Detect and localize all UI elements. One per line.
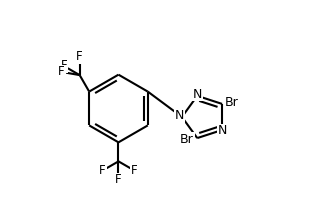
Text: F: F <box>99 164 106 177</box>
Text: N: N <box>193 88 202 101</box>
Text: F: F <box>131 164 138 177</box>
Text: Br: Br <box>180 133 194 146</box>
Text: Br: Br <box>225 96 239 109</box>
Text: N: N <box>218 124 228 137</box>
Text: F: F <box>76 50 83 63</box>
Text: F: F <box>58 65 65 78</box>
Text: F: F <box>60 59 67 72</box>
Text: N: N <box>175 109 184 122</box>
Text: F: F <box>115 173 122 186</box>
